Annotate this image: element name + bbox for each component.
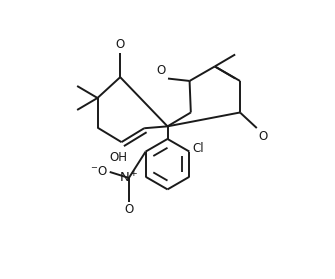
Text: O: O	[124, 203, 134, 216]
Text: O: O	[258, 129, 268, 143]
Text: O: O	[156, 64, 166, 77]
Text: O: O	[116, 38, 125, 51]
Text: Cl: Cl	[192, 142, 204, 155]
Text: OH: OH	[110, 151, 128, 164]
Text: N$^{+}$: N$^{+}$	[120, 170, 138, 186]
Text: $^{-}$O: $^{-}$O	[90, 165, 108, 179]
